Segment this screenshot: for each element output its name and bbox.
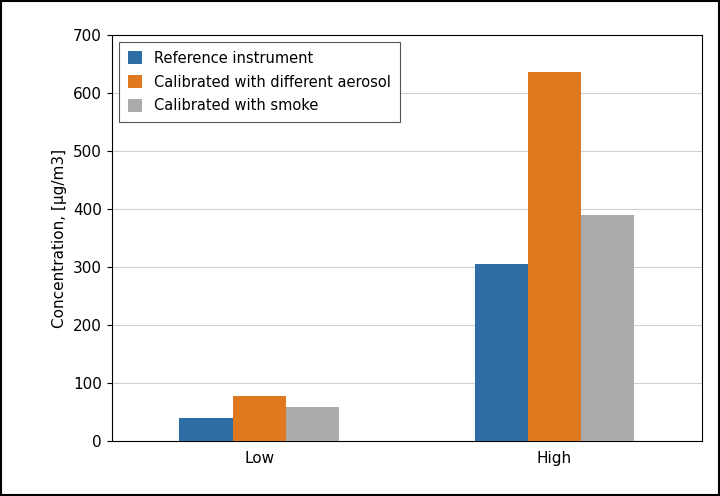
Bar: [474, 264, 528, 441]
Legend: Reference instrument, Calibrated with different aerosol, Calibrated with smoke: Reference instrument, Calibrated with di…: [119, 42, 400, 122]
Bar: [179, 418, 233, 441]
Bar: [581, 215, 634, 441]
Bar: [528, 72, 581, 441]
Bar: [233, 396, 286, 441]
Y-axis label: Concentration, [μg/m3]: Concentration, [μg/m3]: [53, 148, 68, 328]
Bar: [286, 407, 339, 441]
